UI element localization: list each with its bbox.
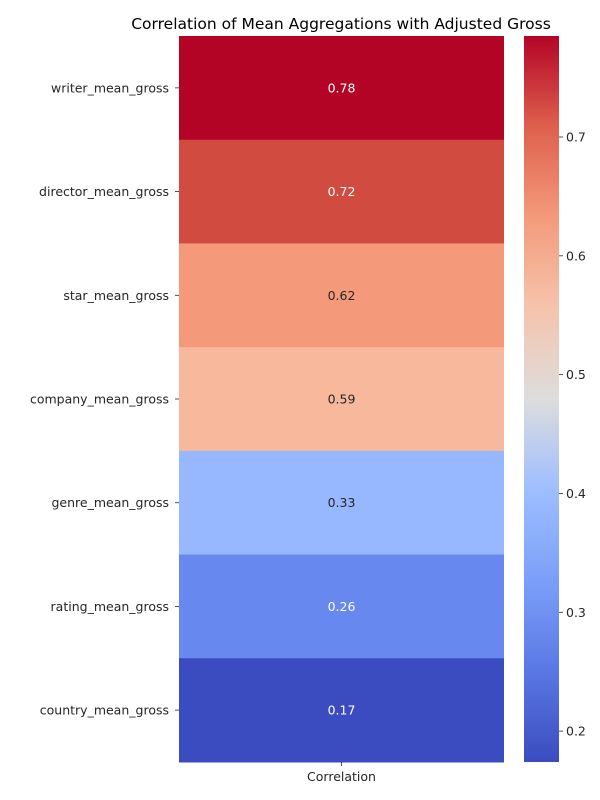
colorbar-tick-label: 0.3 xyxy=(566,605,586,620)
row-label: star_mean_gross xyxy=(63,288,169,303)
heatmap-cell-writer-mean-gross xyxy=(179,36,504,141)
colorbar-tick-label: 0.5 xyxy=(566,367,586,382)
cell-value-label: 0.62 xyxy=(328,288,356,303)
colorbar-gradient xyxy=(524,36,559,762)
colorbar-ticks: 0.2 0.3 0.4 0.5 0.6 0.7 xyxy=(559,129,586,739)
row-label: writer_mean_gross xyxy=(51,80,169,95)
heatmap-cell-genre-mean-gross xyxy=(179,450,504,556)
heatmap-cell-star-mean-gross xyxy=(179,243,504,348)
x-axis: Correlation xyxy=(307,762,376,784)
cell-value-label: 0.72 xyxy=(328,184,356,199)
heatmap-cells: 0.78 0.72 0.62 0.59 0.33 0.26 0.17 xyxy=(179,36,504,763)
colorbar-tick-label: 0.7 xyxy=(566,129,586,144)
heatmap-cell-rating-mean-gross xyxy=(179,554,504,659)
colorbar-tick-label: 0.4 xyxy=(566,486,586,501)
cell-value-label: 0.78 xyxy=(328,80,356,95)
row-label: country_mean_gross xyxy=(40,703,169,718)
cell-value-label: 0.17 xyxy=(328,703,356,718)
x-tick-label: Correlation xyxy=(307,769,376,784)
row-label: company_mean_gross xyxy=(30,392,169,407)
heatmap-cell-company-mean-gross xyxy=(179,347,504,452)
heatmap-cell-director-mean-gross xyxy=(179,139,504,244)
cell-value-label: 0.26 xyxy=(328,599,356,614)
chart-title: Correlation of Mean Aggregations with Ad… xyxy=(131,15,551,33)
row-labels: writer_mean_gross director_mean_grossstar… xyxy=(30,80,179,718)
colorbar-tick-label: 0.6 xyxy=(566,248,586,263)
cell-value-label: 0.33 xyxy=(328,495,356,510)
cell-value-label: 0.59 xyxy=(328,392,356,407)
row-label: rating_mean_gross xyxy=(51,599,169,614)
row-label: director_mean_gross xyxy=(39,184,169,199)
colorbar: 0.2 0.3 0.4 0.5 0.6 0.7 xyxy=(524,36,586,762)
heatmap-cell-country-mean-gross xyxy=(179,658,504,763)
colorbar-tick-label: 0.2 xyxy=(566,724,586,739)
row-label: genre_mean_gross xyxy=(51,495,169,510)
